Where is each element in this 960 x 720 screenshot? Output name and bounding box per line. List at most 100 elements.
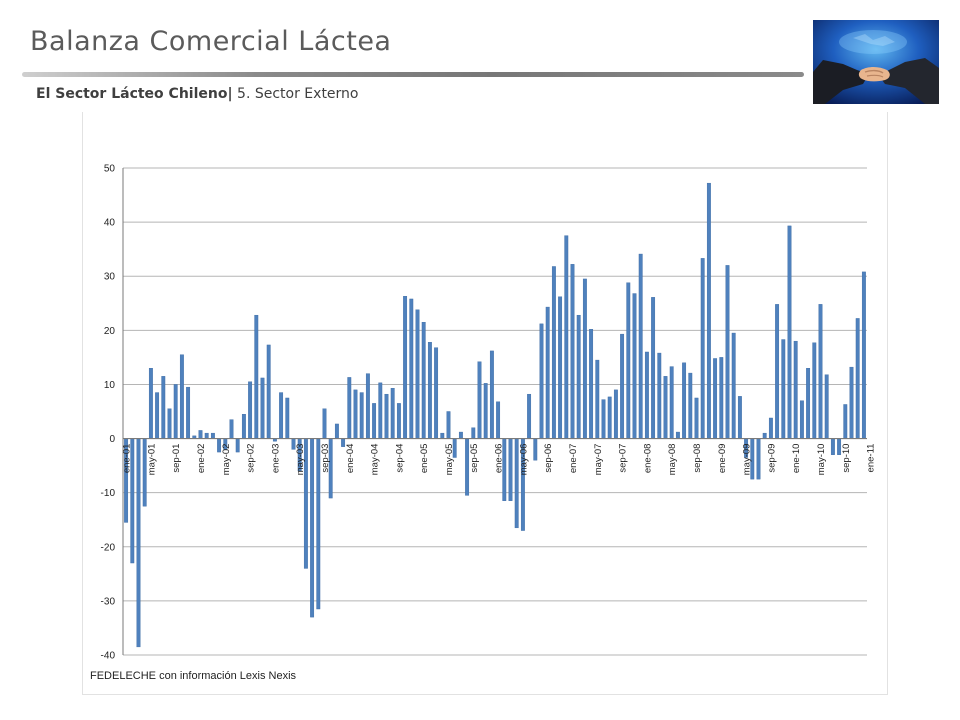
- bar: [725, 265, 730, 439]
- bar: [806, 368, 811, 439]
- bar: [235, 438, 240, 453]
- bar: [818, 304, 823, 439]
- bar: [601, 399, 606, 439]
- bar: [471, 427, 476, 439]
- bar: [179, 354, 184, 439]
- bar: [545, 306, 550, 439]
- bar: [496, 401, 501, 439]
- x-tick-label: sep-04: [394, 444, 405, 473]
- bar: [589, 329, 594, 439]
- bar: [167, 408, 172, 439]
- bar: [793, 340, 798, 439]
- x-tick-label: sep-06: [543, 444, 554, 473]
- bar: [477, 361, 482, 439]
- bar: [855, 318, 860, 439]
- bar: [359, 392, 364, 439]
- title-divider: [22, 72, 804, 77]
- y-tick-label: -40: [101, 651, 116, 662]
- bar: [688, 372, 693, 439]
- x-tick-label: ene-09: [717, 444, 728, 474]
- bar: [458, 431, 463, 439]
- x-tick-label: may-06: [518, 444, 529, 476]
- x-tick-label: ene-05: [419, 444, 430, 474]
- bar: [632, 293, 637, 439]
- x-tick-label: ene-03: [270, 444, 281, 474]
- bar: [706, 182, 711, 439]
- x-tick-label: ene-11: [866, 444, 877, 473]
- x-tick-label: ene-10: [791, 444, 802, 474]
- bar: [570, 264, 575, 439]
- x-tick-label: ene-07: [568, 444, 579, 474]
- bar: [347, 377, 352, 439]
- bar: [768, 417, 773, 439]
- x-tick-label: sep-02: [246, 444, 257, 473]
- bar: [365, 373, 370, 439]
- bar: [421, 322, 426, 439]
- bar: [564, 235, 569, 439]
- handshake-globe-illustration: [813, 20, 939, 104]
- bar: [427, 342, 432, 439]
- bar: [638, 253, 643, 439]
- y-tick-label: 40: [104, 218, 116, 229]
- y-tick-label: 10: [104, 380, 116, 391]
- bar: [613, 389, 618, 439]
- bar: [781, 339, 786, 439]
- bar: [843, 404, 848, 439]
- bar: [248, 381, 253, 439]
- bar: [155, 392, 160, 439]
- subtitle-bold: El Sector Lácteo Chileno|: [36, 86, 233, 102]
- bar: [657, 352, 662, 439]
- bar: [489, 350, 494, 439]
- bar: [372, 403, 377, 439]
- x-tick-label: may-04: [370, 444, 381, 476]
- bar: [558, 296, 563, 439]
- x-tick-label: sep-10: [841, 444, 852, 473]
- y-tick-label: 20: [104, 326, 116, 337]
- bar: [551, 266, 556, 439]
- bar: [812, 342, 817, 439]
- bar: [527, 393, 532, 439]
- bar: [310, 438, 315, 618]
- x-tick-label: sep-08: [692, 444, 703, 473]
- bar: [260, 377, 265, 439]
- bar: [136, 438, 141, 648]
- bar: [415, 309, 420, 439]
- handshake-globe-photo: [813, 20, 939, 104]
- bar: [446, 411, 451, 439]
- bar: [322, 408, 327, 439]
- bar: [582, 278, 587, 439]
- x-tick-label: sep-03: [320, 444, 331, 473]
- bar: [409, 298, 414, 439]
- bar: [756, 438, 761, 480]
- bar: [607, 396, 612, 439]
- x-tick-label: sep-01: [171, 444, 182, 473]
- bar: [663, 376, 668, 439]
- x-tick-label: ene-08: [642, 444, 653, 474]
- bar: [403, 296, 408, 439]
- y-tick-label: 0: [109, 434, 115, 445]
- x-tick-label: may-07: [593, 444, 604, 476]
- x-tick-label: ene-06: [494, 444, 505, 474]
- bar: [737, 396, 742, 439]
- x-tick-label: ene-01: [122, 444, 133, 474]
- x-tick-label: may-10: [816, 444, 827, 476]
- bar: [440, 432, 445, 439]
- bar: [210, 432, 215, 439]
- x-tick-label: may-08: [667, 444, 678, 476]
- bar: [799, 400, 804, 439]
- bar: [849, 366, 854, 439]
- bar: [861, 271, 866, 439]
- x-tick-label: may-01: [146, 444, 157, 476]
- bar: [644, 351, 649, 439]
- y-tick-label: -30: [101, 596, 116, 607]
- bar: [508, 438, 513, 501]
- bar: [254, 314, 259, 439]
- trade-balance-bar-chart: 50 40 30 20 10 0 -10 -20 -30 -40 ene-01 may-01 sep-0…: [101, 164, 877, 662]
- bar: [148, 368, 153, 439]
- bar: [434, 347, 439, 439]
- bar: [204, 432, 209, 439]
- bar: [700, 258, 705, 439]
- bar: [334, 423, 339, 439]
- x-tick-label: may-03: [295, 444, 306, 476]
- bar: [595, 359, 600, 439]
